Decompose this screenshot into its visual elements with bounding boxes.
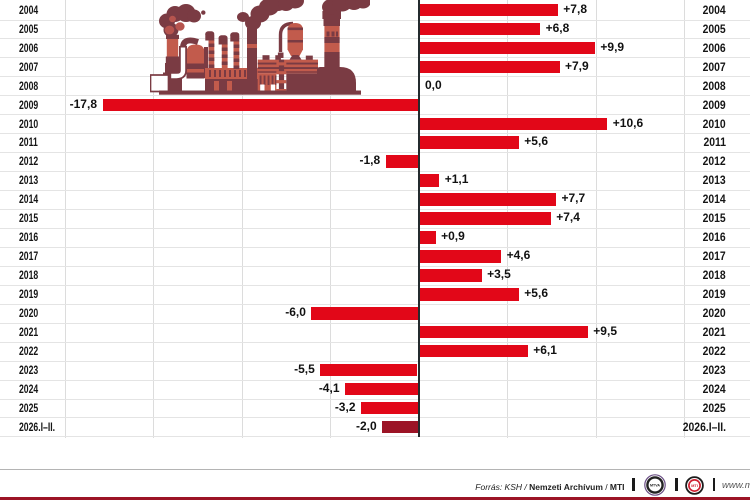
svg-text:MTI: MTI — [691, 484, 698, 488]
svg-text:MTVA: MTVA — [650, 483, 660, 487]
